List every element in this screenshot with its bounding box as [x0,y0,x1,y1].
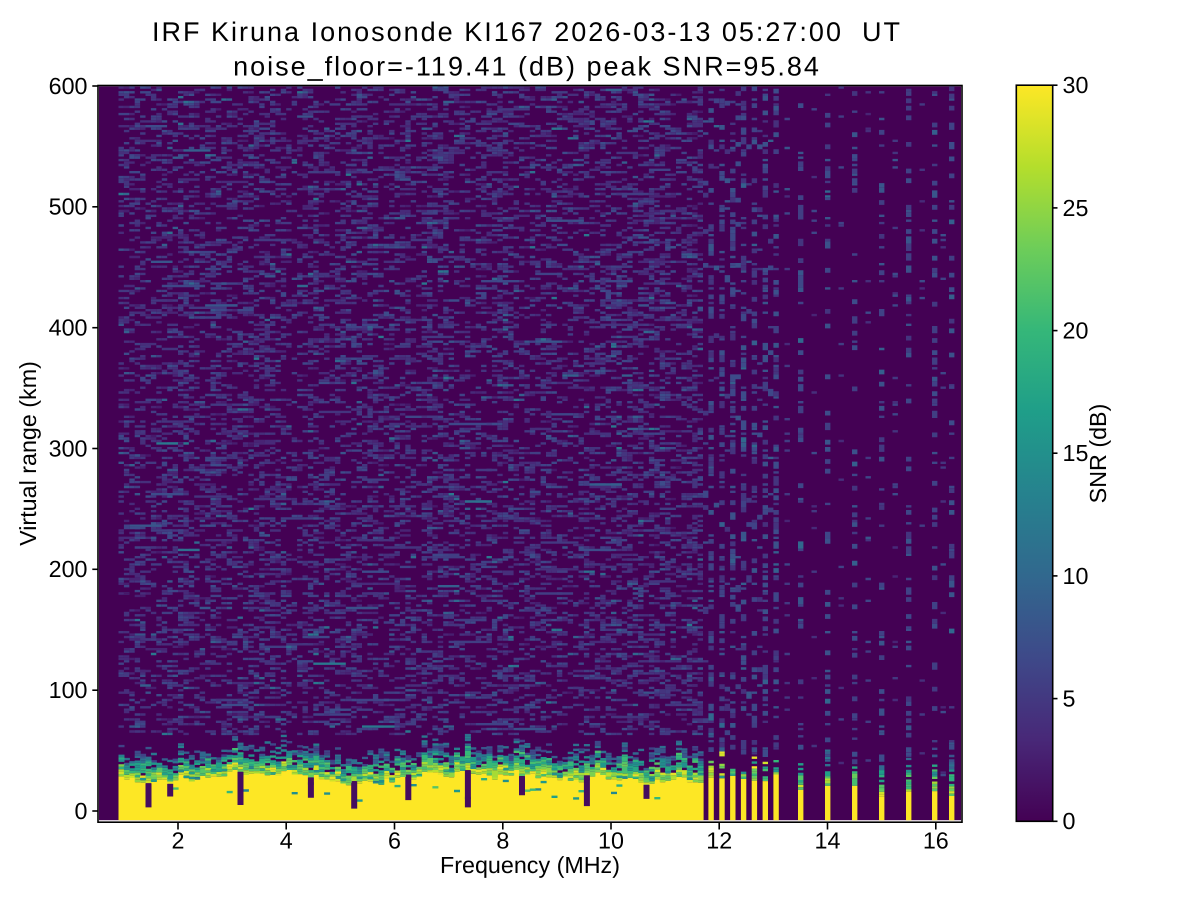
svg-text:15: 15 [1063,440,1089,466]
svg-text:25: 25 [1063,195,1089,221]
svg-text:SNR (dB): SNR (dB) [1085,404,1111,504]
svg-text:16: 16 [923,828,949,854]
svg-text:500: 500 [49,194,88,220]
svg-text:Frequency (MHz): Frequency (MHz) [440,852,620,878]
svg-text:20: 20 [1063,318,1089,344]
svg-text:10: 10 [1063,563,1089,589]
svg-text:IRF Kiruna Ionosonde KI167 202: IRF Kiruna Ionosonde KI167 2026-03-13 05… [152,17,902,47]
svg-text:6: 6 [388,828,401,854]
svg-text:14: 14 [815,828,841,854]
svg-text:400: 400 [49,315,88,341]
svg-text:0: 0 [1063,808,1076,834]
svg-text:4: 4 [280,828,293,854]
svg-text:12: 12 [706,828,732,854]
svg-text:8: 8 [496,828,509,854]
svg-text:200: 200 [49,556,88,582]
svg-text:600: 600 [49,73,88,99]
svg-text:100: 100 [49,677,88,703]
svg-text:0: 0 [75,798,88,824]
svg-text:30: 30 [1063,72,1089,98]
svg-text:noise_floor=-119.41 (dB) peak: noise_floor=-119.41 (dB) peak SNR=95.84 [233,52,821,82]
svg-text:5: 5 [1063,686,1076,712]
svg-text:Virtual range (km): Virtual range (km) [15,361,41,546]
svg-text:300: 300 [49,435,88,461]
svg-text:10: 10 [598,828,624,854]
svg-text:2: 2 [172,828,185,854]
